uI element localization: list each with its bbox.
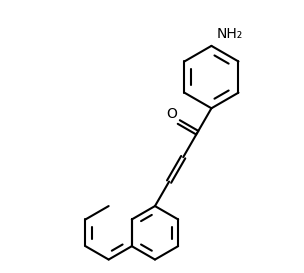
Text: O: O xyxy=(166,106,177,121)
Text: NH₂: NH₂ xyxy=(217,26,243,40)
